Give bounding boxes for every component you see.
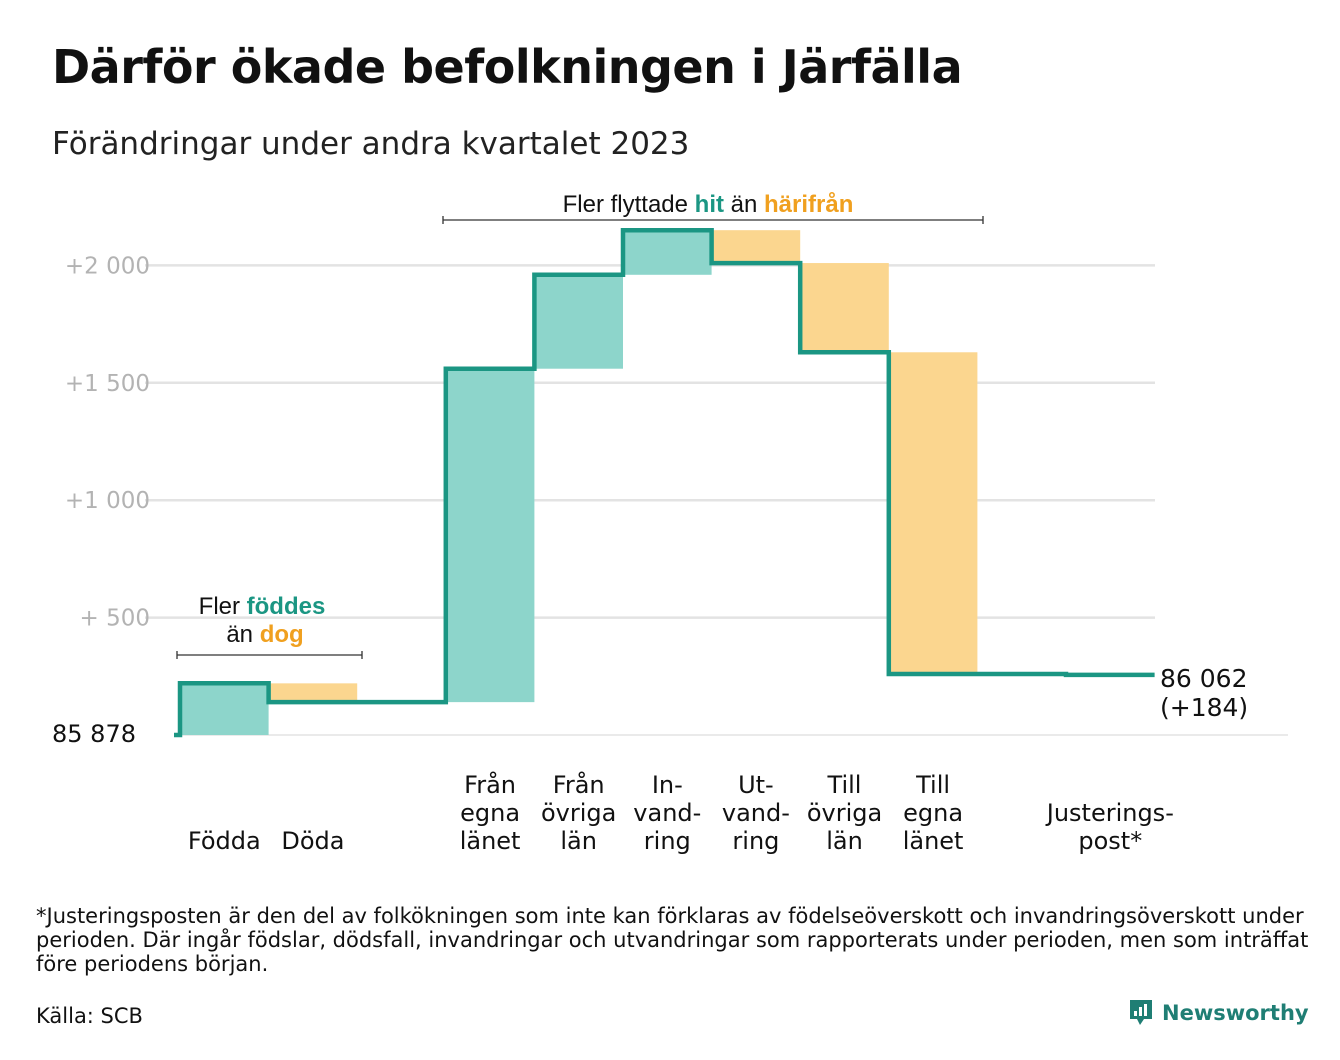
bar-step-8 xyxy=(888,352,978,674)
end-change-label: (+184) xyxy=(1160,693,1248,722)
category-label-1-0: Döda xyxy=(281,827,344,855)
step-line xyxy=(174,227,1155,738)
bar-step-7 xyxy=(800,263,889,353)
category-labels: Födda DödaFrånegnalänetFrånövrigalänIn-va… xyxy=(188,770,1174,855)
category-label-8-1: egna xyxy=(903,799,963,827)
births-annotation: Fler föddes än dog xyxy=(176,593,363,659)
category-label-5-1: vand- xyxy=(633,799,701,827)
bar-step-3 xyxy=(445,368,535,703)
births-annotation-line1: Fler föddes xyxy=(199,593,326,620)
source-label: Källa: SCB xyxy=(36,1004,143,1028)
bar-step-0 xyxy=(180,683,269,735)
bar-step-4 xyxy=(534,274,623,369)
category-label-7-2: län xyxy=(826,827,863,855)
category-label-10-1: post* xyxy=(1078,827,1142,855)
gridlines xyxy=(145,264,1288,736)
category-label-8-0: Till xyxy=(915,771,950,799)
bar-step-5 xyxy=(623,230,712,275)
waterfall-chart: + 500+1 000+1 500+2 000 Födda DödaFrånegn… xyxy=(52,191,1288,855)
category-label-8-2: länet xyxy=(903,827,964,855)
births-bracket xyxy=(176,651,363,659)
bars xyxy=(180,230,1155,735)
brand-name: Newsworthy xyxy=(1162,1001,1309,1025)
category-label-3-2: länet xyxy=(460,827,521,855)
y-tick-label-2000: +2 000 xyxy=(65,253,150,279)
category-label-5-0: In- xyxy=(652,771,683,799)
category-label-3-0: Från xyxy=(464,770,516,799)
bar-step-1 xyxy=(268,683,358,703)
category-label-7-1: övriga xyxy=(807,799,882,827)
category-label-10-0: Justerings- xyxy=(1045,799,1174,827)
moves-bracket xyxy=(442,216,984,224)
bar-step-6 xyxy=(711,230,801,264)
moves-annotation-text: Fler flyttade hit än härifrån xyxy=(563,191,854,218)
category-label-6-2: ring xyxy=(732,827,779,855)
category-label-0-0: Födda xyxy=(188,827,261,855)
end-value-label: 86 062 xyxy=(1160,664,1247,693)
bar-chart-logo-icon xyxy=(1130,1000,1152,1025)
step-line-group xyxy=(174,227,1155,738)
category-label-5-2: ring xyxy=(644,827,691,855)
y-axis-ticks: + 500 +1 000 +1 500 +2 000 xyxy=(65,253,150,631)
category-label-6-1: vand- xyxy=(722,799,790,827)
category-label-3-1: egna xyxy=(460,799,520,827)
y-tick-label-1000: +1 000 xyxy=(65,488,150,514)
category-label-6-0: Ut- xyxy=(738,771,774,799)
chart-title: Därför ökade befolkningen i Järfälla xyxy=(52,40,963,94)
category-label-4-0: Från xyxy=(553,770,605,799)
brand-logo: Newsworthy xyxy=(1128,998,1309,1028)
births-annotation-line2: än dog xyxy=(226,621,303,648)
y-tick-label-1500: +1 500 xyxy=(65,371,150,397)
category-label-7-0: Till xyxy=(827,771,862,799)
y-tick-label-500: + 500 xyxy=(80,606,150,632)
footnote: *Justeringsposten är den del av folkökni… xyxy=(36,904,1309,976)
category-label-4-2: län xyxy=(560,827,597,855)
chart-subtitle: Förändringar under andra kvartalet 2023 xyxy=(52,126,690,162)
base-value-label: 85 878 xyxy=(52,720,136,748)
category-label-4-1: övriga xyxy=(541,799,616,827)
moves-annotation: Fler flyttade hit än härifrån xyxy=(442,191,984,224)
